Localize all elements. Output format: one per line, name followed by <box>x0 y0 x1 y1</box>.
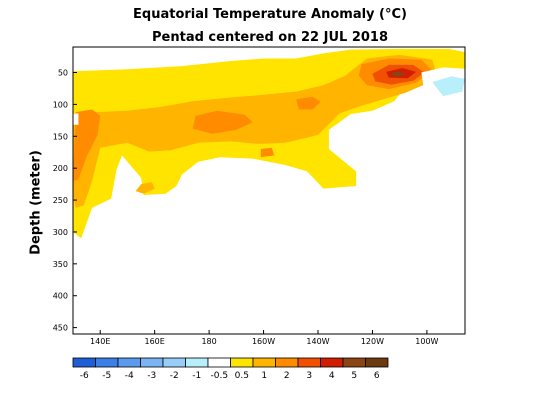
anomaly-region-2 <box>135 182 155 194</box>
colorbar-swatch-6 <box>207 357 231 368</box>
anomaly-region-3 <box>73 109 101 181</box>
colorbar-swatch-12 <box>342 357 366 368</box>
colorbar-label-4: -2 <box>170 371 179 381</box>
colorbar-label-9: 2 <box>284 371 290 381</box>
y-tick-label-8: 450 <box>53 324 68 333</box>
colorbar-swatch-1 <box>95 357 119 368</box>
colorbar-swatch-10 <box>297 357 321 368</box>
colorbar-label-5: -1 <box>192 371 201 381</box>
y-tick-label-1: 100 <box>53 100 68 109</box>
colorbar-label-11: 4 <box>329 371 335 381</box>
colorbar-swatch-4 <box>162 357 186 368</box>
plot-frame <box>72 46 466 335</box>
colorbar-swatch-3 <box>140 357 164 368</box>
colorbar-label-2: -4 <box>125 371 134 381</box>
colorbar-swatch-9 <box>275 357 299 368</box>
anomaly-region-7 <box>260 147 275 158</box>
colorbar-label-13: 6 <box>374 371 380 381</box>
colorbar-label-10: 3 <box>306 371 312 381</box>
y-tick-label-3: 200 <box>53 164 68 173</box>
y-tick-label-0: 50 <box>58 69 68 78</box>
y-tick-label-2: 150 <box>53 132 68 141</box>
colorbar: -6 -5 -4 -3 -2 -1 -0.5 0.5 1 2 3 4 5 6 <box>72 357 389 381</box>
x-tick-label-2: 180 <box>201 337 216 346</box>
anomaly-region-13 <box>73 113 79 125</box>
x-tick-label-1: 160E <box>145 337 165 346</box>
colorbar-swatch-7 <box>230 357 254 368</box>
anomaly-regions <box>73 48 465 328</box>
axes: 140E 160E 180 160W 140W 120W 100W 50 100 150 200 25… <box>53 69 439 346</box>
colorbar-label-12: 5 <box>351 371 357 381</box>
colorbar-label-1: -5 <box>102 371 111 381</box>
x-tick-label-4: 140W <box>306 337 329 346</box>
y-tick-label-5: 300 <box>53 228 68 237</box>
x-tick-label-5: 120W <box>361 337 384 346</box>
colorbar-swatch-5 <box>185 357 209 368</box>
colorbar-swatch-11 <box>320 357 344 368</box>
chart-subtitle: Pentad centered on 22 JUL 2018 <box>152 30 388 45</box>
x-tick-label-0: 140E <box>90 337 110 346</box>
x-tick-label-6: 100W <box>415 337 438 346</box>
colorbar-label-6: -0.5 <box>211 371 229 381</box>
anomaly-region-12 <box>432 76 465 97</box>
colorbar-label-0: -6 <box>80 371 89 381</box>
colorbar-label-3: -3 <box>147 371 156 381</box>
anomaly-region-14 <box>97 241 122 328</box>
anomaly-region-1 <box>73 54 438 208</box>
colorbar-swatch-2 <box>117 357 141 368</box>
x-tick-label-3: 160W <box>252 337 275 346</box>
chart-title: Equatorial Temperature Anomaly (°C) <box>133 7 407 22</box>
colorbar-swatch-0 <box>72 357 96 368</box>
colorbar-swatch-8 <box>252 357 276 368</box>
anomaly-region-4 <box>192 110 253 134</box>
colorbar-label-7: 0.5 <box>235 371 249 381</box>
anomaly-region-10 <box>391 71 406 77</box>
anomaly-region-5 <box>296 96 321 110</box>
y-tick-label-4: 250 <box>53 196 68 205</box>
y-tick-label-7: 400 <box>53 292 68 301</box>
anomaly-region-15 <box>113 241 144 328</box>
y-tick-label-6: 350 <box>53 260 68 269</box>
colorbar-swatch-13 <box>365 357 389 368</box>
colorbar-label-8: 1 <box>261 371 267 381</box>
